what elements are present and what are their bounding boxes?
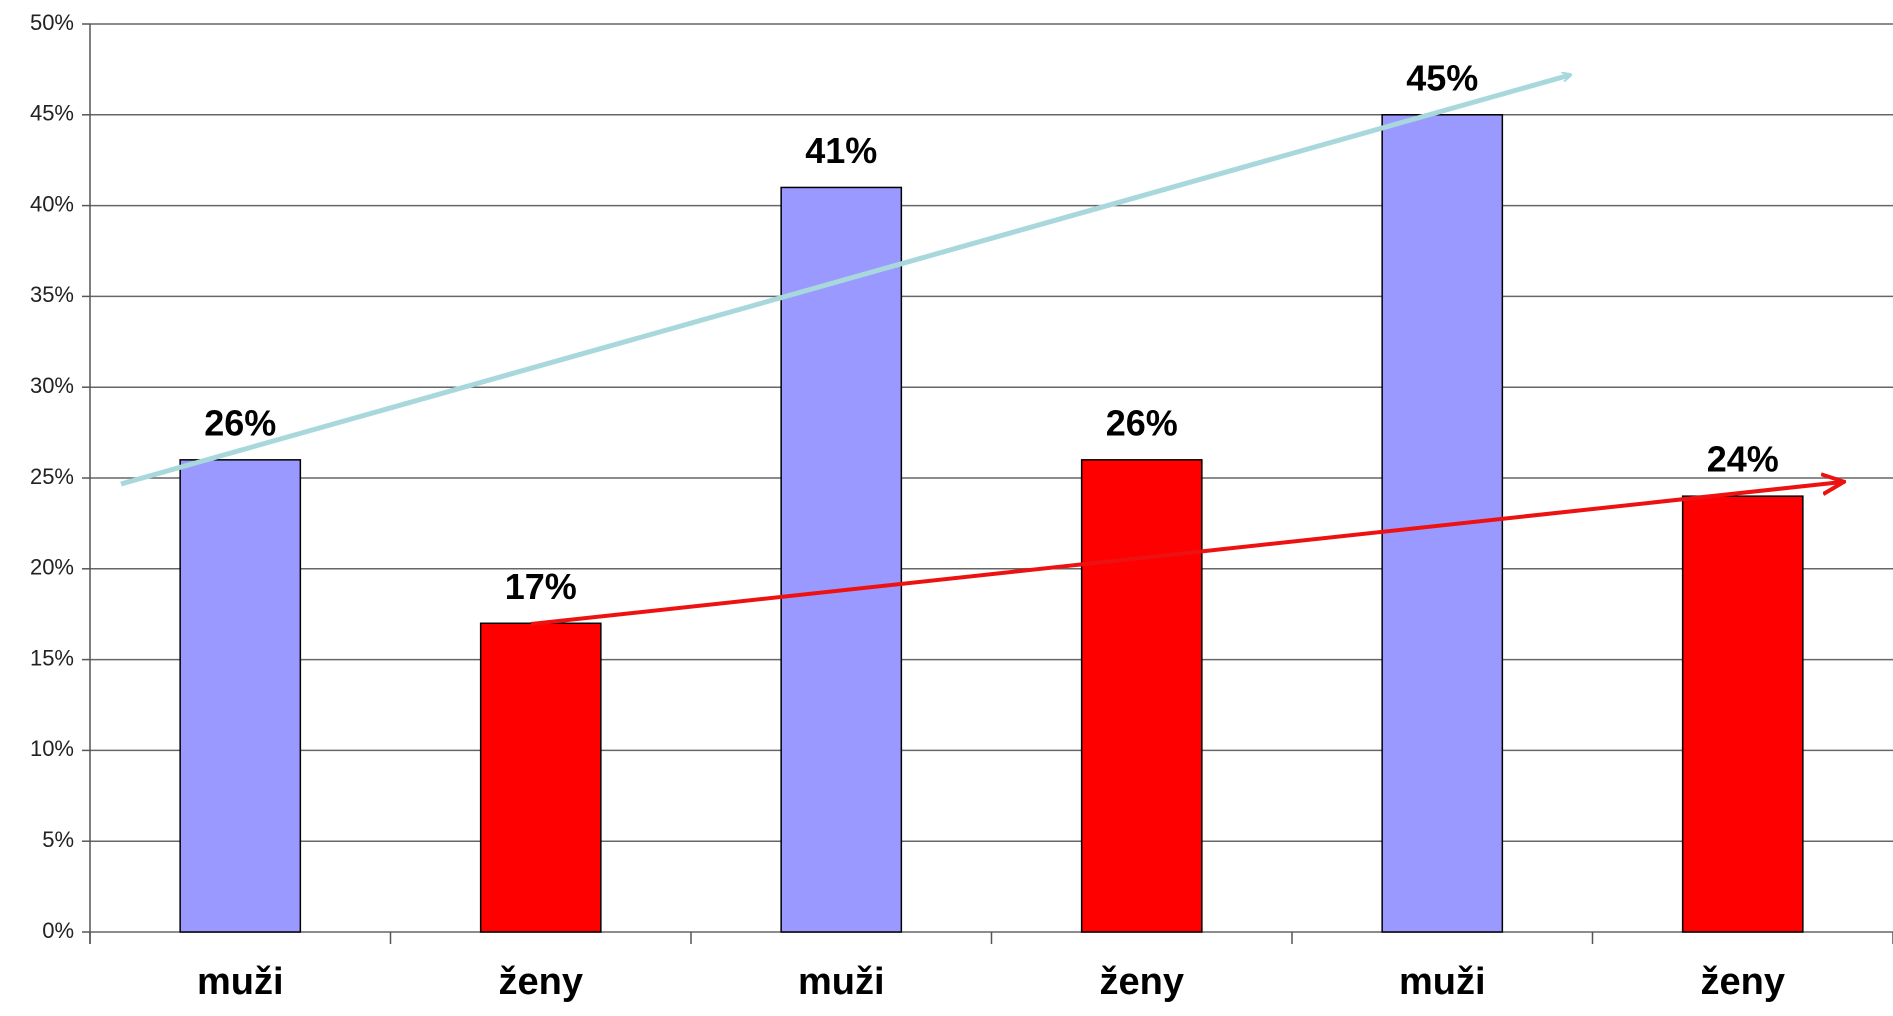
y-tick-label: 35% (30, 282, 74, 307)
value-label: 24% (1707, 439, 1779, 480)
value-label: 41% (805, 130, 877, 171)
bar (479, 622, 602, 933)
grid (82, 23, 1893, 944)
value-label: 45% (1406, 57, 1478, 98)
bar (1080, 459, 1203, 933)
trend-arrow (120, 75, 1570, 487)
labels: 0% 5% 10% 15% 20% 25% 30% 35% 40% 45% 50% muži 26% že… (30, 10, 1785, 1003)
x-tick-label: ženy (499, 961, 583, 1003)
bar (780, 186, 903, 933)
x-tick-label: muži (798, 961, 885, 1003)
x-tick-label: ženy (1701, 961, 1785, 1003)
y-tick-label: 20% (30, 555, 74, 580)
y-tick-label: 40% (30, 191, 74, 216)
value-label: 17% (505, 566, 577, 607)
bars (179, 114, 1804, 933)
value-label: 26% (1106, 402, 1178, 443)
bar (179, 459, 302, 933)
y-tick-label: 15% (30, 645, 74, 670)
value-label: 26% (204, 402, 276, 443)
x-tick-label: ženy (1100, 961, 1184, 1003)
trend-arrow (530, 482, 1842, 626)
y-tick-label: 25% (30, 464, 74, 489)
x-tick-label: muži (1399, 961, 1486, 1003)
y-tick-label: 30% (30, 373, 74, 398)
x-tick-label: muži (197, 961, 284, 1003)
y-tick-label: 50% (30, 10, 74, 35)
y-tick-label: 45% (30, 101, 74, 126)
y-tick-label: 10% (30, 736, 74, 761)
y-tick-label: 0% (42, 918, 74, 943)
bar (1681, 495, 1804, 933)
y-tick-label: 5% (42, 827, 74, 852)
